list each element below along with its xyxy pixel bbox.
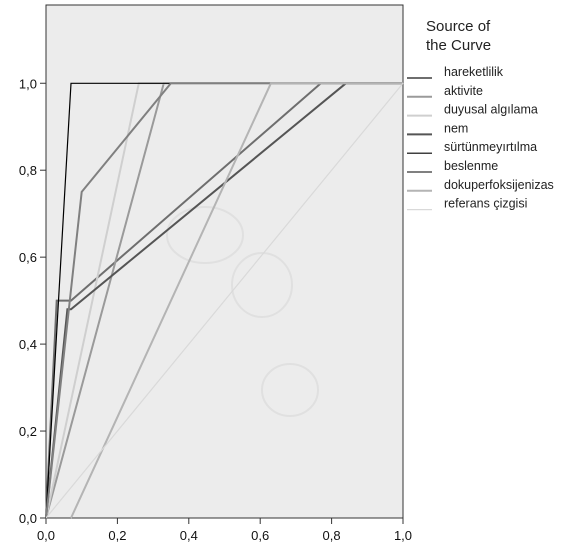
x-tick-label: 0,0 xyxy=(37,528,55,543)
y-tick-label: 0,0 xyxy=(19,511,37,526)
legend-label-1: aktivite xyxy=(444,84,483,98)
x-tick-label: 0,8 xyxy=(323,528,341,543)
watermark-decoration xyxy=(166,206,319,417)
watermark-shape xyxy=(261,363,319,417)
y-tick-label: 0,6 xyxy=(19,250,37,265)
legend-label-5: beslenme xyxy=(444,159,498,173)
x-tick-label: 1,0 xyxy=(394,528,412,543)
legend-label-3: nem xyxy=(444,121,468,135)
y-tick-label: 0,4 xyxy=(19,337,37,352)
watermark-shape xyxy=(231,252,293,318)
legend-label-6: dokuperfoksijenizas xyxy=(444,178,554,192)
series-line-7 xyxy=(45,82,404,519)
y-tick-label: 0,8 xyxy=(19,163,37,178)
legend-label-2: duyusal algılama xyxy=(444,103,538,117)
legend-label-4: sürtünmeyırtılma xyxy=(444,140,537,154)
legend-label-0: hareketlilik xyxy=(444,65,504,79)
x-tick-label: 0,6 xyxy=(251,528,269,543)
legend-label-7: referans çizgisi xyxy=(444,197,527,211)
legend: Source of the Curve hareketlilik aktivite du… xyxy=(407,18,554,211)
x-tick-label: 0,2 xyxy=(108,528,126,543)
y-tick-label: 1,0 xyxy=(19,76,37,91)
y-tick-label: 0,2 xyxy=(19,424,37,439)
series-layer xyxy=(45,82,404,519)
series-line-6 xyxy=(70,82,403,519)
watermark-shape xyxy=(166,206,244,264)
legend-title: the Curve xyxy=(426,37,491,54)
legend-title: Source of xyxy=(426,18,491,35)
plot-area xyxy=(45,4,404,519)
x-tick-label: 0,4 xyxy=(180,528,198,543)
axes-layer: 0,0 0,2 0,4 0,6 0,8 1,0 0,0 0,2 0,4 0,6 0,8 1,0 xyxy=(19,76,412,543)
